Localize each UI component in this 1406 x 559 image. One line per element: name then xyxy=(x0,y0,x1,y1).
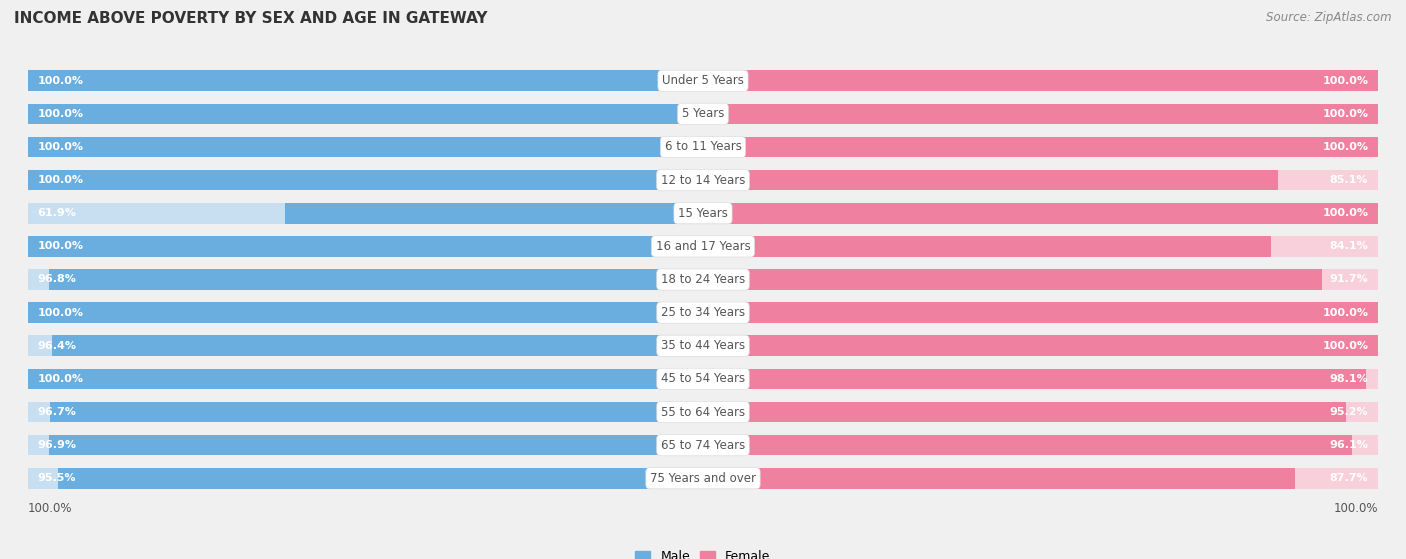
Bar xyxy=(703,335,1378,356)
Text: 100.0%: 100.0% xyxy=(1322,75,1368,86)
Text: 96.7%: 96.7% xyxy=(38,407,76,417)
Bar xyxy=(703,402,1378,422)
Text: 100.0%: 100.0% xyxy=(38,175,84,185)
Bar xyxy=(28,435,703,456)
Text: 95.2%: 95.2% xyxy=(1330,407,1368,417)
Bar xyxy=(703,137,1378,157)
Text: 65 to 74 Years: 65 to 74 Years xyxy=(661,439,745,452)
Bar xyxy=(28,137,703,157)
Bar xyxy=(28,203,703,224)
Bar xyxy=(703,269,1323,290)
Text: 100.0%: 100.0% xyxy=(1322,341,1368,350)
Bar xyxy=(703,435,1378,456)
Bar xyxy=(28,170,703,191)
Text: 96.8%: 96.8% xyxy=(38,274,76,285)
Text: 95.5%: 95.5% xyxy=(38,473,76,484)
Bar xyxy=(703,468,1295,489)
Bar xyxy=(703,236,1271,257)
Bar xyxy=(703,103,1378,124)
Bar xyxy=(49,269,703,290)
Text: 16 and 17 Years: 16 and 17 Years xyxy=(655,240,751,253)
Text: 55 to 64 Years: 55 to 64 Years xyxy=(661,405,745,419)
Bar xyxy=(703,236,1378,257)
Text: 100.0%: 100.0% xyxy=(1322,209,1368,218)
Bar xyxy=(28,468,703,489)
Text: 100.0%: 100.0% xyxy=(1322,109,1368,119)
Text: 100.0%: 100.0% xyxy=(38,241,84,252)
Text: 100.0%: 100.0% xyxy=(1322,307,1368,318)
Bar xyxy=(703,170,1278,191)
Bar xyxy=(28,236,703,257)
Bar xyxy=(48,435,703,456)
Bar xyxy=(28,103,703,124)
Bar xyxy=(703,468,1378,489)
Bar xyxy=(703,70,1378,91)
Bar xyxy=(703,402,1346,422)
Bar xyxy=(28,236,703,257)
Text: 5 Years: 5 Years xyxy=(682,107,724,120)
Text: 91.7%: 91.7% xyxy=(1330,274,1368,285)
Text: 96.9%: 96.9% xyxy=(38,440,77,450)
Bar xyxy=(703,70,1378,91)
Bar xyxy=(28,368,703,389)
Text: 100.0%: 100.0% xyxy=(38,374,84,384)
Text: 84.1%: 84.1% xyxy=(1330,241,1368,252)
Text: 61.9%: 61.9% xyxy=(38,209,76,218)
Text: 100.0%: 100.0% xyxy=(28,502,72,515)
Text: 100.0%: 100.0% xyxy=(38,142,84,152)
Bar xyxy=(703,203,1378,224)
Bar xyxy=(703,203,1378,224)
Text: Source: ZipAtlas.com: Source: ZipAtlas.com xyxy=(1267,11,1392,24)
Bar xyxy=(28,137,703,157)
Bar xyxy=(703,302,1378,323)
Text: 75 Years and over: 75 Years and over xyxy=(650,472,756,485)
Bar xyxy=(28,302,703,323)
Text: 100.0%: 100.0% xyxy=(38,75,84,86)
Bar xyxy=(703,137,1378,157)
Bar xyxy=(703,335,1378,356)
Bar xyxy=(703,103,1378,124)
Bar xyxy=(703,269,1378,290)
Text: INCOME ABOVE POVERTY BY SEX AND AGE IN GATEWAY: INCOME ABOVE POVERTY BY SEX AND AGE IN G… xyxy=(14,11,488,26)
Text: 85.1%: 85.1% xyxy=(1330,175,1368,185)
Text: 15 Years: 15 Years xyxy=(678,207,728,220)
Text: 18 to 24 Years: 18 to 24 Years xyxy=(661,273,745,286)
Bar xyxy=(28,368,703,389)
Bar xyxy=(703,302,1378,323)
Text: 6 to 11 Years: 6 to 11 Years xyxy=(665,140,741,154)
Bar xyxy=(703,170,1378,191)
Text: 96.4%: 96.4% xyxy=(38,341,77,350)
Bar xyxy=(28,70,703,91)
Bar xyxy=(58,468,703,489)
Text: 35 to 44 Years: 35 to 44 Years xyxy=(661,339,745,352)
Text: 100.0%: 100.0% xyxy=(1334,502,1378,515)
Text: 87.7%: 87.7% xyxy=(1330,473,1368,484)
Bar xyxy=(28,103,703,124)
Bar xyxy=(703,368,1365,389)
Bar xyxy=(703,435,1353,456)
Bar xyxy=(28,170,703,191)
Bar xyxy=(52,335,703,356)
Bar xyxy=(703,368,1378,389)
Text: 98.1%: 98.1% xyxy=(1330,374,1368,384)
Text: 100.0%: 100.0% xyxy=(38,307,84,318)
Legend: Male, Female: Male, Female xyxy=(630,546,776,559)
Text: 45 to 54 Years: 45 to 54 Years xyxy=(661,372,745,385)
Bar xyxy=(28,302,703,323)
Text: 96.1%: 96.1% xyxy=(1330,440,1368,450)
Text: 100.0%: 100.0% xyxy=(1322,142,1368,152)
Text: Under 5 Years: Under 5 Years xyxy=(662,74,744,87)
Text: 25 to 34 Years: 25 to 34 Years xyxy=(661,306,745,319)
Text: 100.0%: 100.0% xyxy=(38,109,84,119)
Bar xyxy=(28,269,703,290)
Bar xyxy=(285,203,703,224)
Bar xyxy=(28,335,703,356)
Bar xyxy=(28,402,703,422)
Text: 12 to 14 Years: 12 to 14 Years xyxy=(661,174,745,187)
Bar xyxy=(28,70,703,91)
Bar xyxy=(49,402,703,422)
